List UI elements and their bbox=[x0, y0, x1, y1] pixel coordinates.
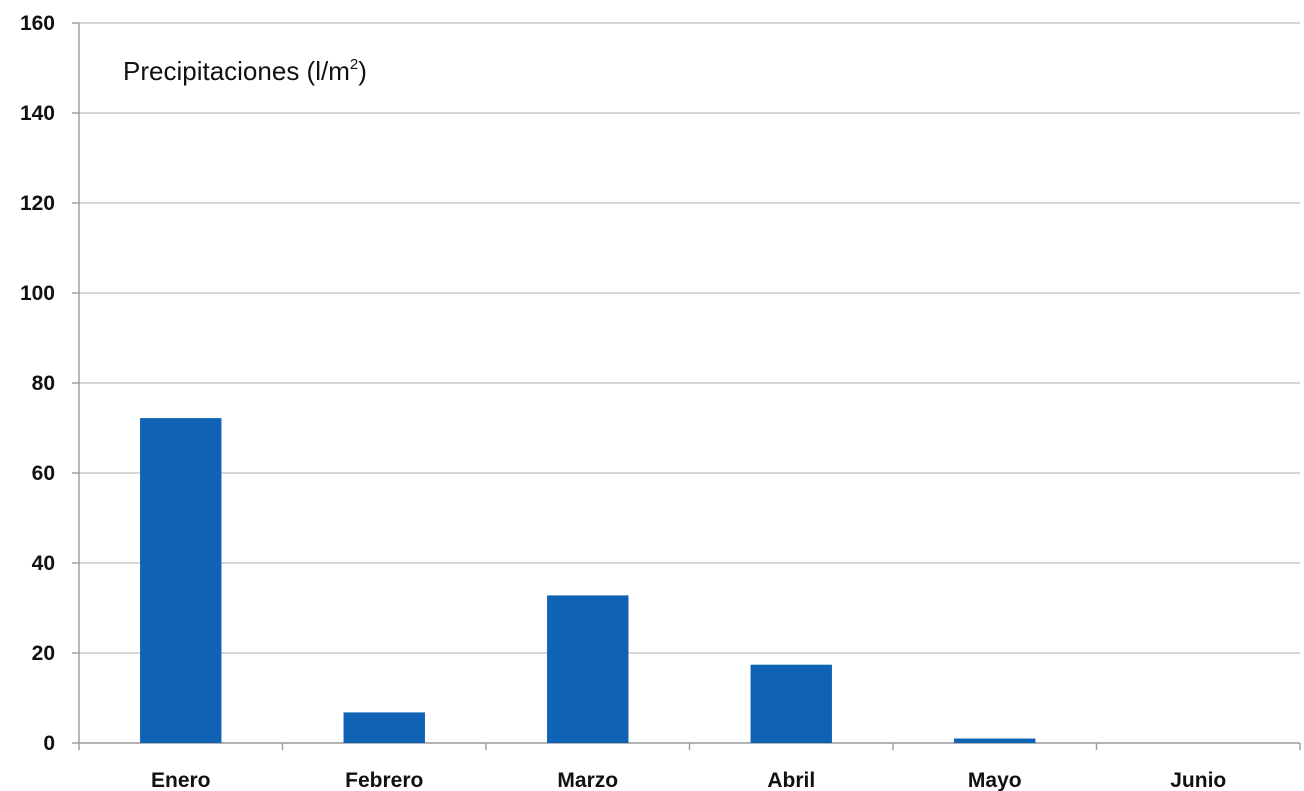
bar-febrero bbox=[343, 712, 425, 743]
y-tick-label-80: 80 bbox=[32, 372, 55, 395]
y-tick-labels: 0 20 40 60 80 100 120 140 160 bbox=[20, 12, 55, 755]
x-tick-label-junio: Junio bbox=[1170, 769, 1226, 791]
x-tick-label-mayo: Mayo bbox=[968, 769, 1022, 791]
gridlines bbox=[79, 22, 1300, 654]
x-tick-labels: Enero Febrero Marzo Abril Mayo Junio bbox=[151, 769, 1226, 791]
y-tick-label-100: 100 bbox=[20, 282, 55, 305]
chart-title-end: ) bbox=[358, 56, 367, 86]
y-tick-label-0: 0 bbox=[43, 732, 55, 755]
x-tick-label-enero: Enero bbox=[151, 769, 211, 791]
bar-mayo bbox=[954, 738, 1036, 743]
bar-marzo bbox=[547, 595, 629, 743]
bar-abril bbox=[750, 664, 832, 743]
chart-title: Precipitaciones (l/m2) bbox=[123, 56, 367, 86]
x-tick-label-febrero: Febrero bbox=[345, 769, 423, 791]
y-tick-label-20: 20 bbox=[32, 642, 55, 665]
bars bbox=[140, 418, 1036, 743]
y-tick-label-140: 140 bbox=[20, 102, 55, 125]
bar-enero bbox=[140, 418, 222, 743]
x-tick-label-abril: Abril bbox=[767, 769, 815, 791]
axes bbox=[72, 22, 1301, 750]
y-tick-label-60: 60 bbox=[32, 462, 55, 485]
chart-title-main: Precipitaciones (l/m bbox=[123, 56, 350, 86]
y-tick-label-160: 160 bbox=[20, 12, 55, 35]
y-tick-label-120: 120 bbox=[20, 192, 55, 215]
y-tick-label-40: 40 bbox=[32, 552, 55, 575]
chart-title-superscript: 2 bbox=[350, 56, 358, 73]
x-tick-label-marzo: Marzo bbox=[557, 769, 618, 791]
